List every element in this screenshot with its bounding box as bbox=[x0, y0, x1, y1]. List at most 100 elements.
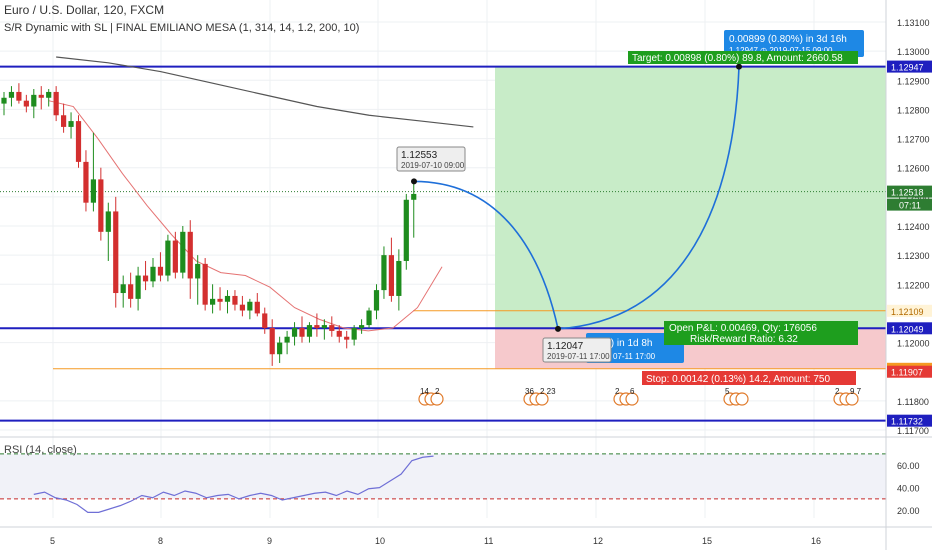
candle-body bbox=[366, 310, 372, 326]
candle-body bbox=[262, 313, 268, 328]
candle-body bbox=[46, 91, 52, 98]
rsi-legend[interactable]: RSI (14, close) bbox=[4, 444, 77, 456]
position-zones bbox=[495, 66, 886, 369]
candle-body bbox=[247, 301, 253, 311]
candle-body bbox=[329, 325, 335, 331]
time-tick-label: 15 bbox=[702, 536, 712, 546]
candle-body bbox=[217, 298, 223, 302]
candle-body bbox=[142, 275, 149, 282]
high-point-time: 2019-07-10 09:00 bbox=[401, 161, 465, 170]
low-point-price: 1.12047 bbox=[547, 341, 584, 352]
candle-body bbox=[411, 193, 417, 200]
target-projection-sub: 1.12947 ◷ 2019-07-15 09:00 bbox=[729, 46, 833, 55]
candle-body bbox=[239, 304, 245, 311]
event-flag-icon bbox=[430, 392, 444, 406]
open-pnl: Open P&L: 0.00469, Qty: 176056 bbox=[669, 323, 817, 334]
event-flag-icon bbox=[625, 392, 639, 406]
candle-body bbox=[172, 240, 178, 273]
rsi-panel bbox=[0, 436, 932, 513]
candle-body bbox=[210, 298, 216, 305]
target-projection-box bbox=[724, 30, 864, 57]
price-tick-label: 1.12800 bbox=[897, 105, 930, 115]
rsi-line bbox=[33, 455, 434, 513]
price-tick-label: 1.12400 bbox=[897, 222, 930, 232]
candle-body bbox=[187, 231, 193, 279]
event-extra: 6 bbox=[630, 387, 635, 396]
candle-body bbox=[373, 290, 380, 311]
rsi-band bbox=[0, 453, 886, 499]
high-point-price: 1.12553 bbox=[401, 150, 438, 161]
candle-body bbox=[1, 97, 7, 104]
candle-body bbox=[61, 115, 67, 127]
candle-body bbox=[83, 161, 89, 203]
resistance-tag bbox=[887, 60, 932, 73]
indicator-legend[interactable]: S/R Dynamic with SL | FINAL EMILIANO MES… bbox=[4, 22, 360, 34]
price-tick-label: 1.12000 bbox=[897, 339, 930, 349]
candle-body bbox=[403, 199, 409, 261]
event-label: 5 bbox=[725, 387, 730, 396]
price-tick-label: 1.13000 bbox=[897, 47, 930, 57]
high-point-marker bbox=[411, 178, 417, 185]
candle-body bbox=[306, 325, 313, 337]
candle-body bbox=[120, 284, 126, 294]
price-tick-label: 1.13100 bbox=[897, 18, 930, 28]
arc-up bbox=[557, 66, 740, 330]
target-label: Target: 0.00898 (0.80%) 89.8, Amount: 26… bbox=[632, 53, 843, 64]
candle-body bbox=[128, 284, 134, 299]
economic-events: 14 2 36 2 23 2 6 5 2 9 7 bbox=[418, 387, 862, 406]
resistance-tag-text: 1.12947 bbox=[891, 63, 924, 73]
ma200-line bbox=[56, 56, 474, 128]
price-tick-label: 1.11800 bbox=[897, 397, 929, 407]
time-tick-label: 16 bbox=[811, 536, 821, 546]
candle-body bbox=[277, 342, 283, 355]
time-tick-label: 12 bbox=[593, 536, 603, 546]
event-extra: 9 7 bbox=[850, 387, 862, 396]
candle-body bbox=[344, 336, 350, 340]
price-tick-label: 1.12500 bbox=[897, 193, 930, 203]
ma10-line bbox=[48, 100, 443, 332]
interval: 120 bbox=[103, 3, 124, 17]
candle-body bbox=[269, 328, 275, 355]
event-label: 14 bbox=[420, 387, 429, 396]
time-tick-label: 10 bbox=[375, 536, 385, 546]
candle-body bbox=[195, 263, 201, 279]
target-projection-text: 0.00899 (0.80%) in 3d 16h bbox=[729, 34, 847, 45]
candle-body bbox=[38, 94, 44, 98]
candle-body bbox=[75, 121, 82, 162]
event-flag-icon bbox=[735, 392, 749, 406]
current-price-tag-text: 1.12518 bbox=[891, 188, 924, 198]
candle-body bbox=[23, 100, 29, 107]
open-pnl-box bbox=[664, 321, 858, 345]
target-zone bbox=[495, 66, 886, 329]
price-tick-label: 1.11700 bbox=[897, 426, 929, 436]
candle-body bbox=[165, 240, 171, 276]
candle-body bbox=[232, 295, 238, 305]
support-tag bbox=[887, 322, 932, 335]
candle-body bbox=[291, 328, 298, 337]
candle-body bbox=[105, 211, 111, 232]
candle-body bbox=[16, 91, 22, 101]
candle-body bbox=[98, 179, 104, 232]
candle-body bbox=[113, 211, 119, 294]
candle-body bbox=[224, 295, 231, 302]
rsi-tick-label: 60.00 bbox=[897, 461, 920, 471]
price-tick-label: 1.12900 bbox=[897, 76, 930, 86]
event-flag-icon bbox=[535, 392, 549, 406]
candle-body bbox=[8, 91, 15, 98]
orange-upper-tag-text: 1.12109 bbox=[891, 307, 924, 317]
rsi-tick-label: 20.00 bbox=[897, 506, 920, 516]
candle-body bbox=[157, 266, 164, 276]
target-label-box bbox=[628, 51, 858, 64]
low-projection-time: 07-11 17:00 bbox=[613, 352, 656, 361]
candle-body bbox=[53, 91, 59, 116]
arc-down bbox=[413, 180, 559, 330]
high-point-box bbox=[396, 146, 466, 172]
stop-tag bbox=[887, 365, 932, 378]
rsi-tick-label: 40.00 bbox=[897, 484, 920, 494]
stop-tag-text: 1.11907 bbox=[891, 368, 923, 378]
candle-body bbox=[284, 336, 290, 343]
risk-reward: Risk/Reward Ratio: 6.32 bbox=[690, 334, 798, 345]
